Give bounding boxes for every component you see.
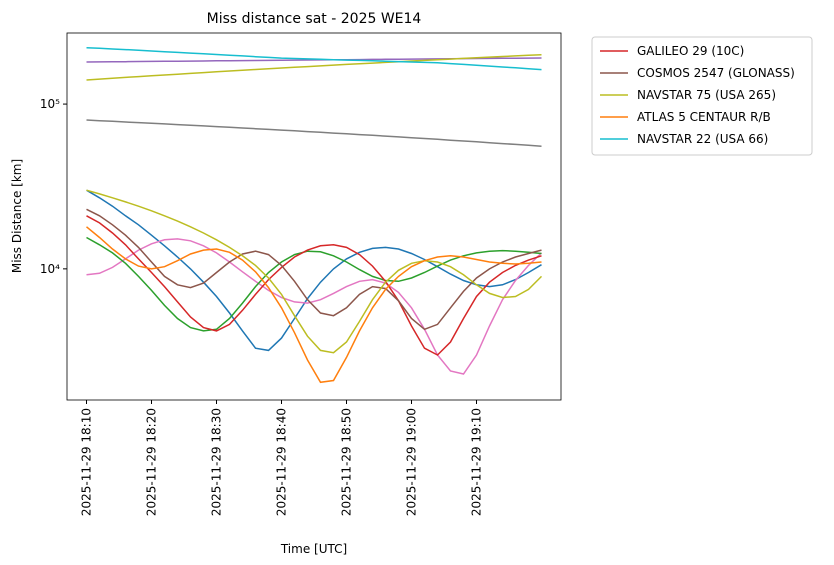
series-line (86, 208, 542, 331)
series-line (86, 189, 542, 352)
x-axis-label: Time [UTC] (280, 542, 347, 556)
x-tick-label: 2025-11-29 18:30 (210, 408, 224, 516)
y-axis-label: Miss Distance [km] (10, 159, 24, 273)
series-line (86, 46, 542, 71)
y-tick-label: 10⁴ (40, 262, 60, 276)
legend-box (591, 36, 813, 156)
series-line (86, 226, 542, 384)
chart-title: Miss distance sat - 2025 WE14 (207, 11, 422, 27)
x-tick-label: 2025-11-29 19:10 (470, 408, 484, 516)
series-line (86, 215, 542, 356)
series-line (86, 236, 542, 332)
plot-frame (66, 32, 562, 401)
series-line (86, 238, 543, 375)
legend-label: COSMOS 2547 (GLONASS) (637, 66, 795, 80)
y-tick-label: 10⁵ (40, 97, 60, 111)
series-line (86, 189, 543, 354)
legend-label: ATLAS 5 CENTAUR R/B (637, 110, 771, 124)
legend-label: NAVSTAR 75 (USA 265) (637, 88, 776, 102)
x-tick-label: 2025-11-29 18:20 (145, 408, 159, 516)
legend-label: GALILEO 29 (10C) (637, 44, 744, 58)
x-tick-label: 2025-11-29 18:50 (340, 408, 354, 516)
legend-label: NAVSTAR 22 (USA 66) (637, 132, 768, 146)
x-tick-label: 2025-11-29 18:10 (80, 408, 94, 516)
series-line (86, 53, 542, 81)
x-tick-label: 2025-11-29 19:00 (405, 408, 419, 516)
x-tick-label: 2025-11-29 18:40 (275, 408, 289, 516)
series-line (86, 119, 542, 147)
